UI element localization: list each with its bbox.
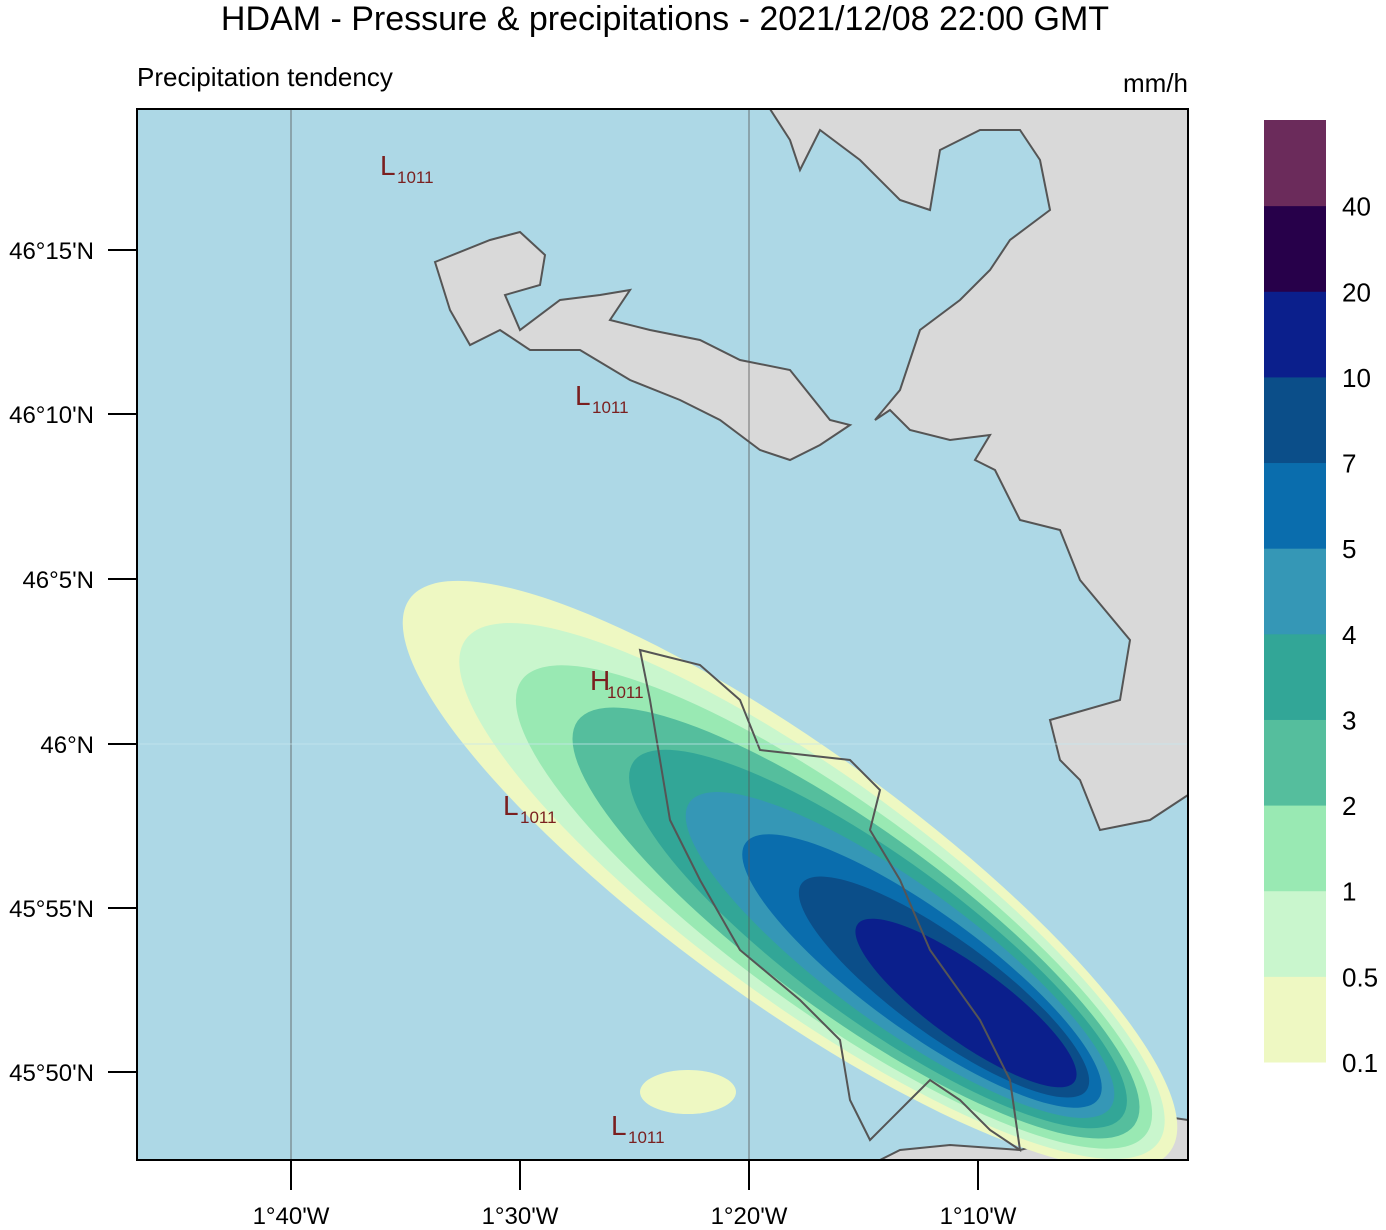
colorbar-swatch (1264, 890, 1326, 977)
subtitle: Precipitation tendency (137, 62, 393, 92)
map-area (137, 109, 1188, 1160)
pressure-letter: L (503, 790, 519, 821)
colorbar-label: 10 (1342, 363, 1371, 393)
longitude-label: 1°20'W (711, 1203, 788, 1225)
colorbar-swatch (1264, 291, 1326, 378)
title: HDAM - Pressure & precipitations - 2021/… (221, 0, 1109, 38)
latitude-label: 45°55'N (9, 896, 94, 923)
unit: mm/h (1123, 68, 1188, 98)
colorbar-swatch (1264, 205, 1326, 292)
precip-contour (640, 1070, 736, 1114)
pressure-value: 1011 (520, 808, 557, 827)
colorbar-label: 0.5 (1342, 962, 1378, 992)
latitude-label: 45°50'N (9, 1060, 94, 1087)
pressure-value: 1011 (607, 683, 644, 702)
pressure-letter: L (611, 1110, 627, 1141)
pressure-letter: H (590, 665, 610, 696)
latitude-label: 46°N (40, 732, 94, 759)
colorbar-label: 4 (1342, 620, 1356, 650)
island-outline (638, 648, 1022, 1153)
colorbar-label: 3 (1342, 705, 1356, 735)
colorbar-label: 0.1 (1342, 1048, 1378, 1078)
colorbar-label: 20 (1342, 277, 1371, 307)
colorbar-swatch (1264, 805, 1326, 892)
colorbar-swatch (1264, 548, 1326, 635)
colorbar-swatch (1264, 633, 1326, 720)
longitude-label: 1°10'W (940, 1203, 1017, 1225)
colorbar-swatch (1264, 976, 1326, 1063)
pressure-letter: L (380, 150, 396, 181)
map-frame (136, 108, 1189, 1161)
latitude-label: 46°15'N (9, 238, 94, 265)
longitude-label: 1°40'W (253, 1203, 330, 1225)
mainland (768, 109, 1188, 832)
colorbar-label: 2 (1342, 791, 1356, 821)
colorbar-label: 5 (1342, 534, 1356, 564)
colorbar-label: 1 (1342, 877, 1356, 907)
colorbar-label: 7 (1342, 449, 1356, 479)
pressure-value: 1011 (628, 1128, 665, 1147)
axes: 46°15'N 46°10'N 46°5'N 46°N 45°55'N 45°50'N 1°… (9, 238, 1017, 1230)
colorbar-swatch (1264, 120, 1326, 207)
latitude-label: 46°10'N (9, 402, 94, 429)
pressure-letter: L (575, 380, 591, 411)
precipitation (402, 580, 1178, 1160)
colorbar-label: 40 (1342, 192, 1371, 222)
pressure-value: 1011 (592, 398, 629, 417)
colorbar: 0.1 0.5 1 2 3 4 5 7 10 20 40 (1264, 120, 1378, 1078)
colorbar-swatch (1264, 376, 1326, 464)
latitude-label: 46°5'N (22, 567, 94, 594)
colorbar-swatch (1264, 462, 1326, 549)
colorbar-swatch (1264, 719, 1326, 806)
longitude-label: 1°30'W (482, 1203, 559, 1225)
island (433, 230, 853, 462)
precip-contour (855, 918, 1077, 1088)
pressure-value: 1011 (397, 168, 434, 187)
